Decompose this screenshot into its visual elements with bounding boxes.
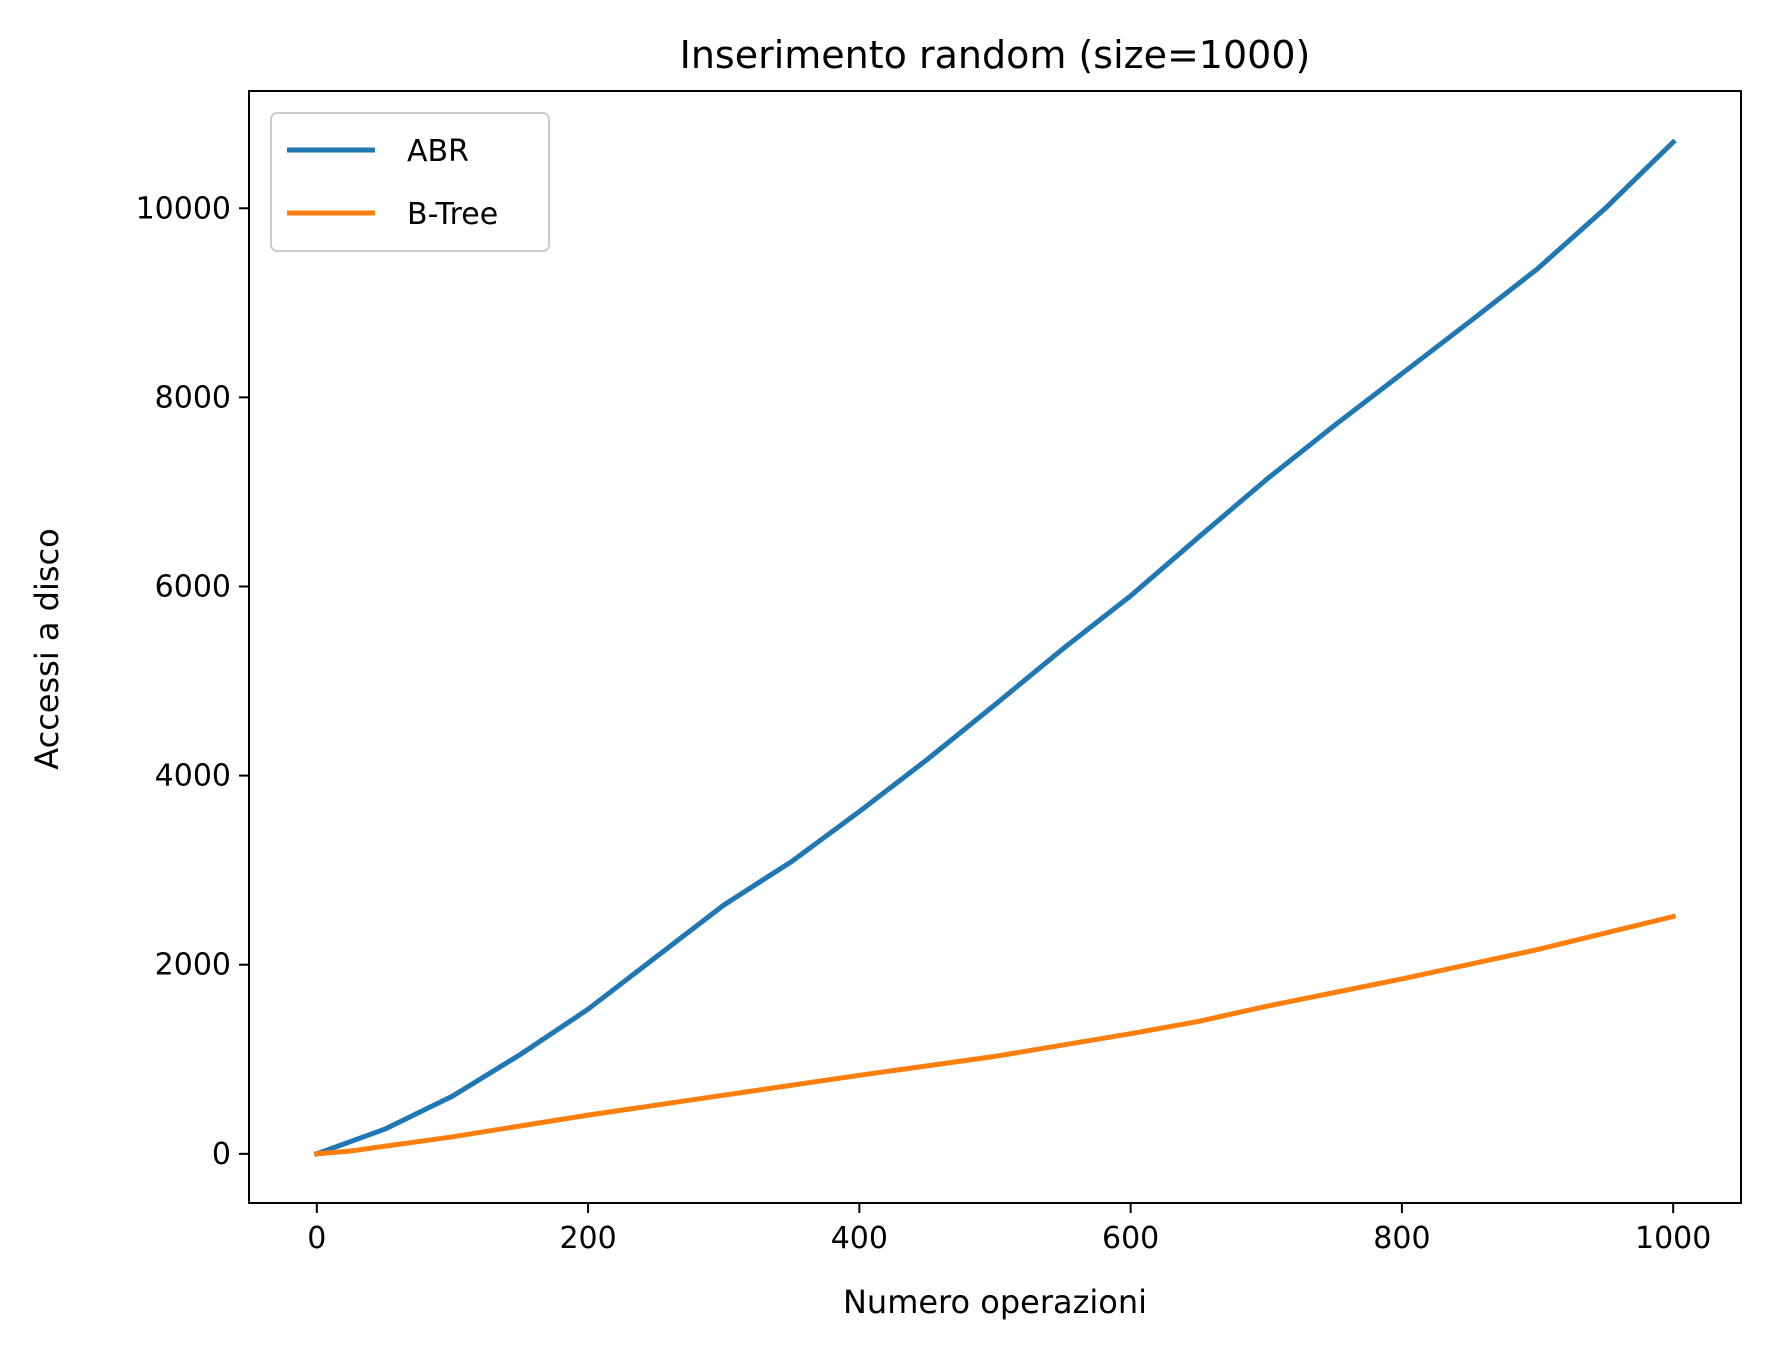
x-tick-label: 0 bbox=[307, 1221, 326, 1256]
x-tick-label: 1000 bbox=[1635, 1221, 1711, 1256]
x-tick-label: 400 bbox=[831, 1221, 888, 1256]
y-axis-ticks: 0 2000 4000 6000 8000 10000 bbox=[136, 191, 249, 1172]
x-axis-label: Numero operazioni bbox=[843, 1283, 1147, 1321]
y-axis-label: Accessi a disco bbox=[28, 528, 66, 769]
chart-title: Inserimento random (size=1000) bbox=[680, 33, 1311, 77]
x-axis-ticks: 0 200 400 600 800 1000 bbox=[307, 1203, 1711, 1256]
series-line-b-tree bbox=[314, 913, 1677, 1157]
legend-entry: ABR bbox=[407, 134, 469, 169]
y-tick-label: 2000 bbox=[155, 948, 231, 983]
legend: ABR B-Tree bbox=[270, 112, 550, 252]
x-tick-label: 200 bbox=[559, 1221, 616, 1256]
plot-frame bbox=[248, 90, 1742, 1204]
y-tick-label: 8000 bbox=[155, 380, 231, 415]
x-tick-label: 800 bbox=[1373, 1221, 1430, 1256]
plot-area bbox=[248, 90, 1742, 1204]
x-tick-label: 600 bbox=[1102, 1221, 1159, 1256]
series-line-abr bbox=[313, 138, 1677, 1158]
y-tick-label: 4000 bbox=[155, 759, 231, 794]
y-tick-label: 6000 bbox=[155, 569, 231, 604]
legend-entry: B-Tree bbox=[407, 197, 498, 232]
y-tick-label: 0 bbox=[212, 1137, 231, 1172]
y-tick-label: 10000 bbox=[136, 191, 231, 226]
